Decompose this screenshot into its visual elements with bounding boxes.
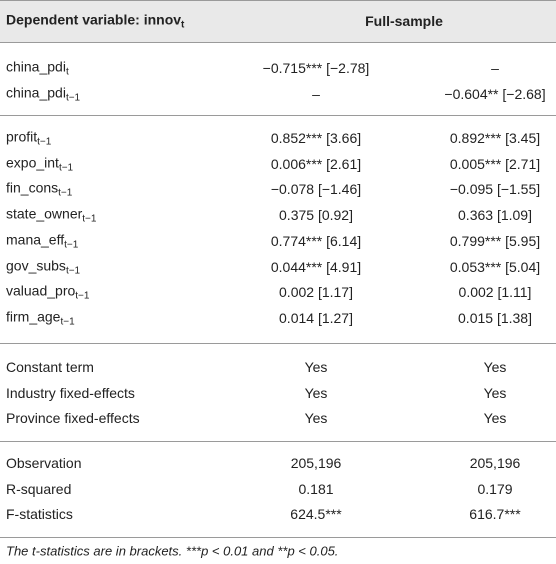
cell: −0.604** [−2.68] bbox=[444, 85, 546, 102]
row-label-sub: t−1 bbox=[60, 316, 75, 328]
row-label-sub: t−1 bbox=[65, 265, 81, 276]
header-bg bbox=[0, 0, 556, 42]
row-label: firm_aget−1 bbox=[6, 308, 75, 327]
row-label: expo_intt−1 bbox=[6, 154, 73, 173]
row-label: state_ownert−1 bbox=[6, 206, 96, 225]
row-label: Industry fixed-effects bbox=[6, 385, 135, 401]
row-label: gov_subst−1 bbox=[6, 257, 80, 276]
row-label-text: firm_age bbox=[6, 308, 61, 325]
row-label: F-statistics bbox=[6, 506, 73, 522]
rule bbox=[0, 441, 556, 442]
row-label-text: valuad_pro bbox=[6, 282, 76, 299]
cell: 0.053*** [5.04] bbox=[449, 258, 541, 275]
cell: 0.002 [1.17] bbox=[279, 284, 353, 301]
cell: −0.095 [−1.55] bbox=[449, 181, 541, 198]
row-label-text: Industry fixed-effects bbox=[6, 384, 135, 401]
row-label-sub: t bbox=[65, 66, 69, 78]
row-label-sub: t−1 bbox=[64, 239, 79, 251]
header-label: Dependent variable: innovt bbox=[6, 12, 184, 31]
row-label: china_pdit−1 bbox=[6, 84, 80, 103]
row-label-text: profit bbox=[6, 128, 38, 145]
cell: 205,196 bbox=[290, 455, 342, 471]
cell: 0.363 [1.09] bbox=[458, 207, 532, 224]
row-label-text: fin_cons bbox=[6, 179, 59, 196]
row-label: Province fixed-effects bbox=[6, 410, 140, 426]
row-label-sub: t−1 bbox=[58, 162, 74, 174]
row-label: Constant term bbox=[6, 359, 94, 375]
row-label-sub: t−1 bbox=[82, 213, 97, 225]
footnote: The t-statistics are in brackets. ***p <… bbox=[6, 543, 339, 559]
row-label-text: Province fixed-effects bbox=[6, 410, 140, 427]
rule bbox=[0, 343, 556, 344]
header-sub: t bbox=[181, 19, 185, 31]
row-label: fin_const−1 bbox=[6, 180, 72, 199]
row-label-text: state_owner bbox=[6, 205, 83, 222]
cell: 0.015 [1.38] bbox=[458, 309, 532, 326]
cell: Yes bbox=[304, 359, 328, 375]
cell: 0.005*** [2.71] bbox=[449, 155, 541, 172]
cell: 0.375 [0.92] bbox=[279, 207, 353, 224]
cell: Yes bbox=[304, 410, 328, 427]
header-column: Full-sample bbox=[365, 13, 443, 29]
row-label-text: F-statistics bbox=[6, 506, 73, 523]
rule bbox=[0, 42, 556, 43]
row-label: china_pdit bbox=[6, 59, 69, 78]
cell: 205,196 bbox=[469, 455, 521, 471]
row-label-text: china_pdi bbox=[6, 84, 66, 101]
rule bbox=[0, 0, 556, 1]
header-text: Dependent variable: innov bbox=[6, 11, 182, 28]
rule bbox=[0, 537, 556, 538]
row-label: valuad_prot−1 bbox=[6, 283, 89, 302]
cell: 0.799*** [5.95] bbox=[449, 232, 541, 249]
cell: 624.5*** bbox=[290, 506, 342, 523]
row-label: Observation bbox=[6, 455, 81, 471]
cell: 0.892*** [3.45] bbox=[449, 130, 541, 146]
row-label-text: R-squared bbox=[6, 480, 72, 497]
cell: 0.852*** [3.66] bbox=[270, 130, 362, 146]
cell: – bbox=[491, 60, 499, 76]
cell: 0.179 bbox=[477, 480, 513, 497]
row-label-sub: t−1 bbox=[65, 92, 81, 104]
row-label: R-squared bbox=[6, 481, 71, 497]
cell: −0.715*** [−2.78] bbox=[262, 60, 370, 76]
row-label-sub: t−1 bbox=[75, 290, 90, 302]
row-label-text: china_pdi bbox=[6, 58, 66, 75]
cell: −0.078 [−1.46] bbox=[270, 181, 362, 198]
cell: Yes bbox=[483, 359, 507, 375]
cell: 0.774*** [6.14] bbox=[270, 232, 362, 249]
cell: 0.014 [1.27] bbox=[279, 309, 353, 326]
cell: 0.181 bbox=[298, 480, 334, 497]
row-label-text: Constant term bbox=[6, 359, 94, 375]
cell: 616.7*** bbox=[469, 506, 521, 523]
cell: 0.044*** [4.91] bbox=[270, 258, 362, 275]
row-label: profitt−1 bbox=[6, 129, 51, 148]
row-label: mana_efft−1 bbox=[6, 231, 78, 250]
cell: Yes bbox=[304, 384, 328, 401]
row-label-sub: t−1 bbox=[58, 187, 73, 199]
row-label-sub: t−1 bbox=[37, 136, 52, 148]
row-label-text: gov_subs bbox=[6, 257, 66, 273]
rule bbox=[0, 115, 556, 116]
row-label-text: Observation bbox=[6, 455, 82, 471]
cell: Yes bbox=[483, 410, 507, 427]
cell: Yes bbox=[483, 384, 507, 401]
row-label-text: expo_int bbox=[6, 154, 59, 171]
cell: 0.002 [1.11] bbox=[458, 284, 532, 301]
row-label-text: mana_eff bbox=[6, 231, 65, 248]
cell: – bbox=[312, 85, 320, 102]
cell: 0.006*** [2.61] bbox=[270, 155, 362, 172]
